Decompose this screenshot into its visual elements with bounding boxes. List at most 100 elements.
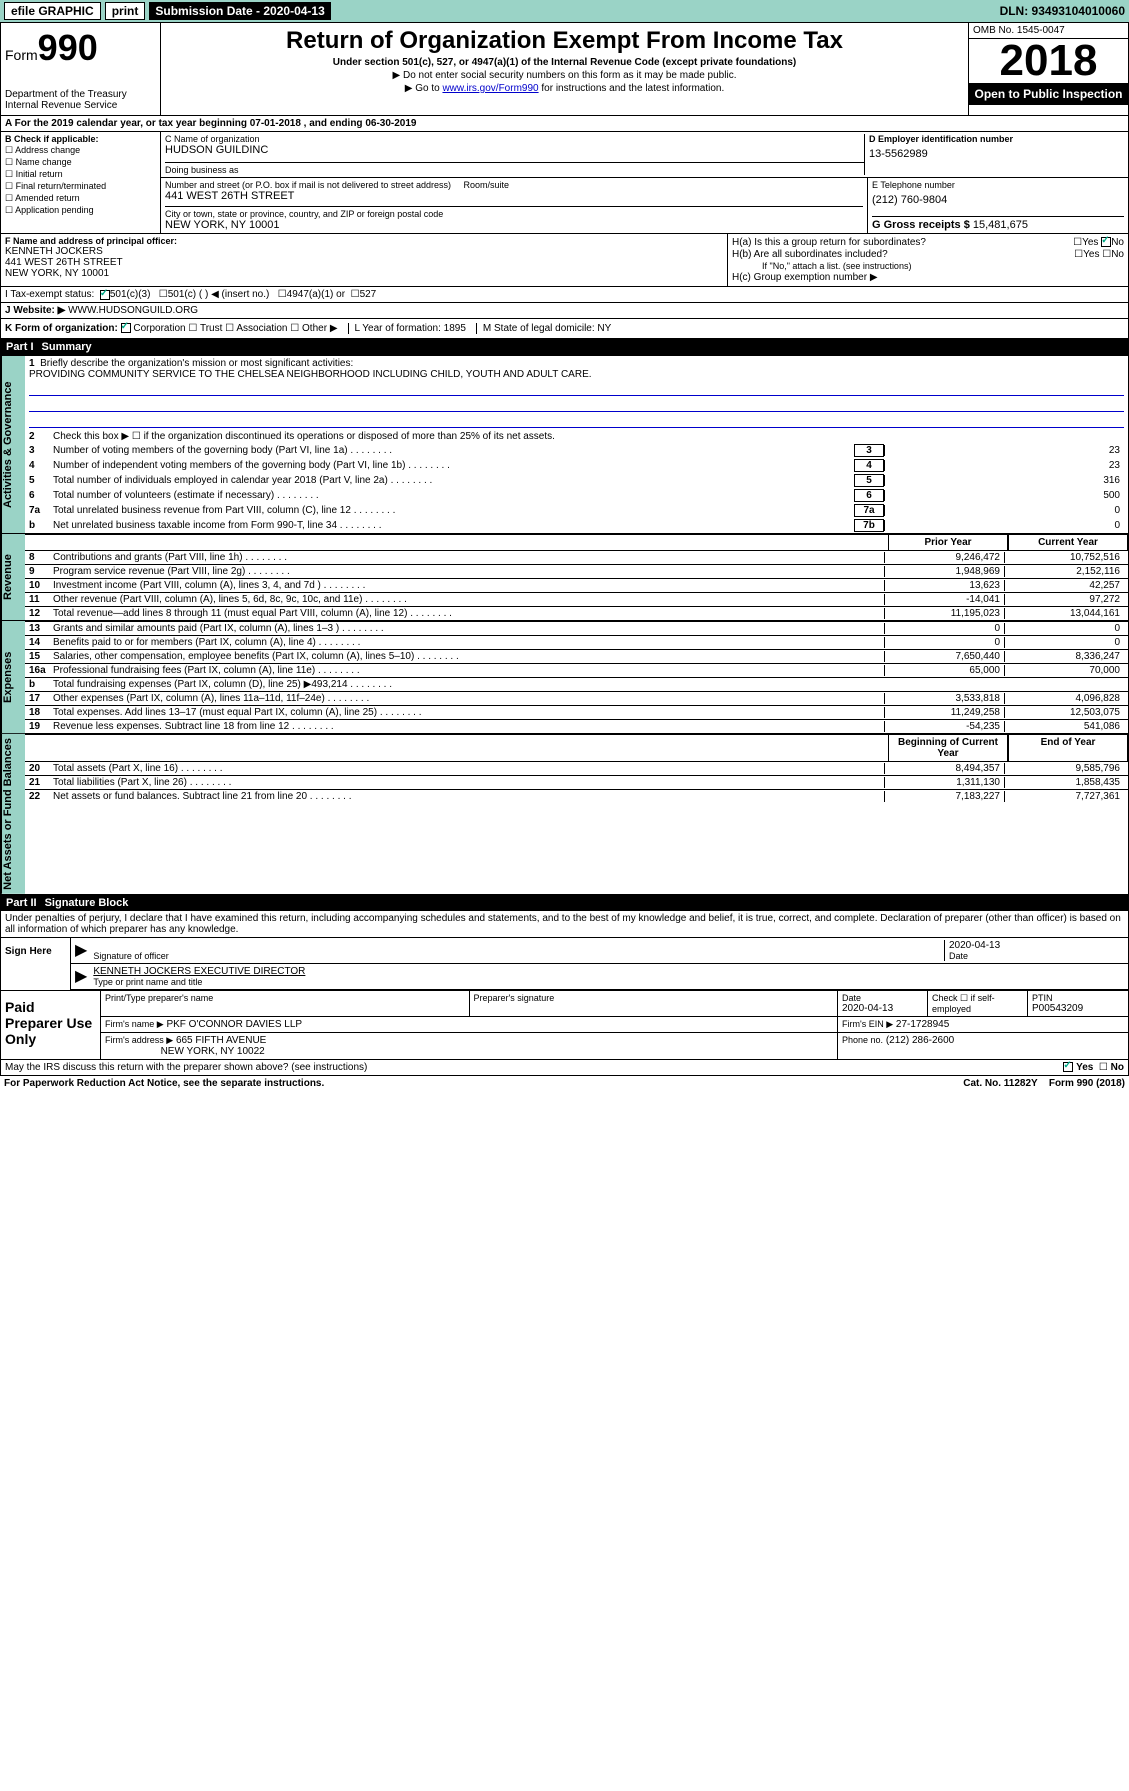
addr-label: Number and street (or P.O. box if mail i… [165, 180, 451, 190]
row-i: I Tax-exempt status: 501(c)(3) ☐ 501(c) … [0, 287, 1129, 303]
data-line: 21Total liabilities (Part X, line 26)1,3… [25, 775, 1128, 789]
firm-addr2: NEW YORK, NY 10022 [161, 1046, 265, 1057]
opt-4947: 4947(a)(1) or [287, 289, 345, 300]
ha-label: H(a) Is this a group return for subordin… [732, 237, 926, 248]
data-line: 15Salaries, other compensation, employee… [25, 649, 1128, 663]
chk-pending[interactable]: ☐ Application pending [5, 205, 156, 216]
hb-yes[interactable]: Yes [1083, 249, 1099, 260]
data-line: 22Net assets or fund balances. Subtract … [25, 789, 1128, 803]
ha-no: No [1111, 237, 1124, 248]
summary-gov: Activities & Governance 1 Briefly descri… [0, 355, 1129, 534]
summary-rev: Revenue Prior YearCurrent Year 8Contribu… [0, 534, 1129, 621]
form-header: Form990 Department of the Treasury Inter… [0, 22, 1129, 116]
note2-pre: ▶ Go to [405, 83, 443, 94]
firm-phone-label: Phone no. [842, 1035, 883, 1045]
prep-h3: Date [842, 993, 923, 1003]
side-rev: Revenue [1, 534, 25, 620]
opt-assoc: Association [236, 323, 287, 334]
data-line: 13Grants and similar amounts paid (Part … [25, 621, 1128, 635]
summary-net: Net Assets or Fund Balances Beginning of… [0, 734, 1129, 895]
gross-label: G Gross receipts $ [872, 219, 970, 231]
ptin: P00543209 [1032, 1003, 1124, 1014]
sig-declaration: Under penalties of perjury, I declare th… [1, 911, 1128, 937]
name-label: C Name of organization [165, 134, 864, 144]
mission-text: PROVIDING COMMUNITY SERVICE TO THE CHELS… [29, 369, 592, 380]
prep-label: Paid Preparer Use Only [1, 991, 101, 1059]
pra-notice: For Paperwork Reduction Act Notice, see … [4, 1078, 324, 1089]
ha-yes[interactable]: Yes [1082, 237, 1098, 248]
hb-no[interactable]: No [1111, 249, 1124, 260]
phone-label: E Telephone number [872, 180, 1124, 190]
cat-no: Cat. No. 11282Y [963, 1078, 1037, 1089]
chk-corp[interactable] [121, 323, 131, 333]
prep-h4: Check ☐ if self-employed [928, 991, 1028, 1016]
print-btn[interactable]: print [105, 2, 146, 20]
data-line: bTotal fundraising expenses (Part IX, co… [25, 677, 1128, 691]
hdr-prior: Prior Year [888, 534, 1008, 550]
state-domicile: M State of legal domicile: NY [476, 323, 611, 334]
data-line: 14Benefits paid to or for members (Part … [25, 635, 1128, 649]
gov-line: 7aTotal unrelated business revenue from … [25, 503, 1128, 518]
data-line: 18Total expenses. Add lines 13–17 (must … [25, 705, 1128, 719]
hdr-beg: Beginning of Current Year [888, 734, 1008, 761]
form-ref: Form 990 (2018) [1049, 1078, 1125, 1089]
chk-address[interactable]: ☐ Address change [5, 145, 156, 156]
gov-line: 2Check this box ▶ ☐ if the organization … [25, 430, 1128, 443]
chk-final[interactable]: ☐ Final return/terminated [5, 181, 156, 192]
form-title: Return of Organization Exempt From Incom… [169, 27, 960, 55]
note-link: ▶ Go to www.irs.gov/Form990 for instruct… [169, 83, 960, 94]
city-label: City or town, state or province, country… [165, 206, 863, 219]
summary-exp: Expenses 13Grants and similar amounts pa… [0, 621, 1129, 734]
note2-post: for instructions and the latest informat… [539, 83, 725, 94]
hb-note: If "No," attach a list. (see instruction… [732, 261, 1124, 271]
gov-line: 3Number of voting members of the governi… [25, 443, 1128, 458]
note-ssn: ▶ Do not enter social security numbers o… [169, 70, 960, 81]
form-num: 990 [38, 27, 98, 68]
room-label: Room/suite [463, 180, 509, 190]
dln: DLN: 93493104010060 [1000, 4, 1125, 18]
efile-btn[interactable]: efile GRAPHIC [4, 2, 101, 20]
firm-label: Firm's name ▶ [105, 1019, 164, 1029]
row-k: K Form of organization: Corporation ☐ Tr… [0, 319, 1129, 339]
data-line: 9Program service revenue (Part VIII, lin… [25, 564, 1128, 578]
tax-status-label: I Tax-exempt status: [5, 289, 94, 300]
data-line: 12Total revenue—add lines 8 through 11 (… [25, 606, 1128, 620]
chk-amended[interactable]: ☐ Amended return [5, 193, 156, 204]
officer-label: F Name and address of principal officer: [5, 236, 177, 246]
prep-h5: PTIN [1032, 993, 1124, 1003]
mission-n: 1 [29, 358, 35, 369]
opt-other: Other ▶ [302, 323, 337, 334]
hb-label: H(b) Are all subordinates included? [732, 249, 888, 260]
sign-here: Sign Here [1, 938, 71, 990]
sig-of-officer: Signature of officer [93, 951, 944, 961]
form-number: Form990 [5, 27, 156, 69]
part1-header: Part I Summary [0, 339, 1129, 355]
part2-num: Part II [6, 897, 37, 909]
row-a: A For the 2019 calendar year, or tax yea… [0, 116, 1129, 132]
block-f-h: F Name and address of principal officer:… [0, 234, 1129, 287]
data-line: 20Total assets (Part X, line 16)8,494,35… [25, 761, 1128, 775]
website-label: J Website: ▶ [5, 305, 65, 316]
form-subtitle: Under section 501(c), 527, or 4947(a)(1)… [169, 57, 960, 68]
discuss-no: No [1111, 1062, 1124, 1073]
website: WWW.HUDSONGUILD.ORG [68, 305, 198, 316]
page-footer: For Paperwork Reduction Act Notice, see … [0, 1076, 1129, 1091]
box-b: B Check if applicable: ☐ Address change … [1, 132, 161, 233]
chk-501c3[interactable] [100, 290, 110, 300]
box-b-label: B Check if applicable: [5, 134, 99, 144]
gov-line: 6Total number of volunteers (estimate if… [25, 488, 1128, 503]
officer-printed: KENNETH JOCKERS EXECUTIVE DIRECTOR [93, 966, 1124, 977]
firm-addr1: 665 FIFTH AVENUE [176, 1035, 266, 1046]
prep-date: 2020-04-13 [842, 1003, 923, 1014]
irs-link[interactable]: www.irs.gov/Form990 [442, 83, 538, 94]
hdr-current: Current Year [1008, 534, 1128, 550]
firm-name: PKF O'CONNOR DAVIES LLP [166, 1019, 302, 1030]
discuss-yes-chk[interactable] [1063, 1062, 1073, 1072]
chk-initial[interactable]: ☐ Initial return [5, 169, 156, 180]
chk-name[interactable]: ☐ Name change [5, 157, 156, 168]
tax-year: 2018 [969, 39, 1128, 83]
ha-no-chk[interactable] [1101, 237, 1111, 247]
opt-501c: 501(c) ( ) ◀ (insert no.) [168, 289, 270, 300]
part1-num: Part I [6, 341, 34, 353]
firm-addr-label: Firm's address ▶ [105, 1035, 173, 1045]
